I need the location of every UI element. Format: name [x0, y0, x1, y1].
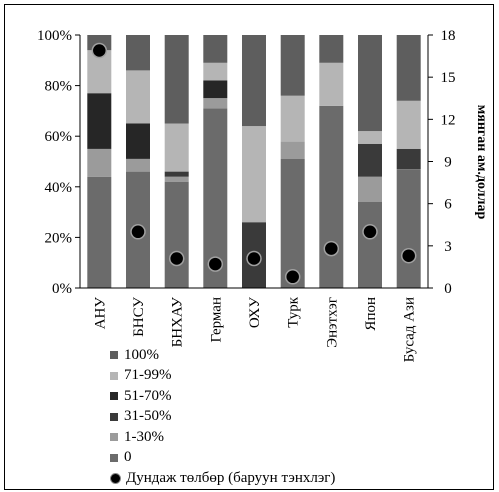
bar-segment-0-1 — [87, 148, 112, 177]
bar-segment-2-0 — [164, 181, 189, 288]
y-left-tick-label: 100% — [37, 28, 72, 44]
y-right-tick-label: 12 — [441, 112, 456, 128]
axes-layer: АНУ БНСУ БНХАУ Герман ОХУ Турк Энэтхэг Япон Буса… — [37, 28, 456, 362]
category-label-7: Япон — [363, 297, 379, 331]
legend-label: 1-30% — [124, 428, 164, 445]
bar-segment-3-4 — [203, 62, 228, 81]
bar-segment-7-2 — [358, 143, 382, 177]
legend-label: 31-50% — [124, 408, 172, 425]
average-dot-4 — [246, 250, 262, 267]
bar-segment-2-4 — [164, 123, 189, 172]
legend-item-average: Дундаж төлбөр (баруун тэнхлэг) — [110, 468, 335, 489]
legend-item: 51-70% — [110, 386, 335, 407]
y-right-tick-label: 6 — [444, 197, 452, 213]
bar-segment-1-3 — [126, 123, 150, 159]
category-label-2: БНХАУ — [170, 297, 186, 348]
category-label-4: ОХУ — [247, 297, 263, 328]
bar-segment-2-1 — [164, 176, 189, 182]
legend-item: 71-99% — [110, 366, 335, 387]
average-dot-6 — [323, 240, 340, 257]
bar-segment-4-5 — [242, 35, 266, 127]
category-label-6: Энэтхэг — [324, 297, 340, 348]
legend-item: 1-30% — [110, 427, 335, 448]
bar-segment-3-3 — [203, 80, 228, 99]
bar-segment-8-4 — [396, 100, 421, 149]
legend-swatch — [110, 351, 118, 360]
average-dot-1 — [130, 224, 146, 240]
legend-label: Дундаж төлбөр (баруун тэнхлэг) — [126, 469, 336, 486]
y-left-tick-label: 60% — [45, 129, 73, 145]
y-right-tick-label: 3 — [444, 239, 452, 255]
y-right-tick-label: 18 — [441, 28, 456, 44]
bar-segment-4-4 — [242, 126, 266, 223]
bar-segment-5-1 — [280, 141, 305, 159]
bar-segment-0-0 — [87, 176, 112, 288]
y-left-tick-label: 80% — [45, 79, 73, 95]
y-right-tick-label: 15 — [441, 70, 456, 86]
category-label-3: Герман — [208, 297, 224, 343]
bar-segment-8-5 — [396, 35, 421, 101]
bar-segment-6-5 — [319, 35, 344, 63]
y-left-tick-label: 0% — [52, 281, 72, 297]
category-label-0: АНУ — [92, 297, 108, 330]
legend-swatch — [110, 371, 118, 380]
category-label-1: БНСУ — [131, 297, 147, 337]
bar-segment-2-2 — [164, 171, 189, 177]
bar-segment-5-4 — [280, 95, 305, 142]
category-label-8: Бусад Ази — [402, 297, 418, 362]
legend-label: 51-70% — [124, 387, 172, 404]
bar-segment-8-0 — [396, 169, 421, 288]
legend-label: 71-99% — [124, 367, 172, 384]
bar-segment-1-1 — [126, 159, 150, 172]
bar-segment-1-4 — [126, 70, 150, 124]
legend-item: 31-50% — [110, 407, 335, 428]
bar-segment-0-3 — [87, 93, 112, 149]
category-label-5: Турк — [286, 296, 302, 327]
legend-item: 0 — [110, 448, 335, 469]
bars-layer — [87, 35, 421, 289]
bar-segment-5-5 — [280, 35, 305, 96]
y-left-tick-label: 20% — [45, 230, 73, 246]
legend-label: 0 — [124, 449, 132, 466]
bar-segment-7-4 — [358, 131, 382, 144]
legend-dot-swatch — [110, 472, 121, 484]
legend-swatch — [110, 453, 118, 462]
legend-swatch — [110, 433, 118, 442]
average-dots-layer — [91, 42, 417, 285]
bar-segment-5-0 — [280, 159, 305, 288]
legend-swatch — [110, 412, 118, 421]
average-dot-5 — [284, 269, 301, 285]
y-right-tick-label: 9 — [444, 155, 452, 171]
bar-segment-6-0 — [319, 105, 344, 288]
y-axis-right-label: мянган ам.доллар — [474, 105, 489, 220]
legend-item: 100% — [110, 345, 335, 366]
average-dot-0 — [91, 42, 108, 59]
legend-swatch — [110, 392, 118, 401]
bar-segment-6-4 — [319, 62, 344, 106]
bar-segment-7-1 — [358, 176, 382, 202]
bar-segment-3-1 — [203, 98, 228, 109]
legend-label: 100% — [124, 346, 159, 363]
bar-segment-2-5 — [164, 35, 189, 124]
bar-segment-3-5 — [203, 35, 228, 63]
bar-segment-7-0 — [358, 202, 382, 288]
average-dot-8 — [400, 247, 417, 264]
average-dot-7 — [362, 224, 378, 240]
legend: 100% 71-99% 51-70% 31-50% 1-30% 0 Дундаж төлбө… — [110, 345, 335, 489]
y-right-tick-label: 0 — [444, 281, 452, 297]
bar-segment-1-5 — [126, 35, 150, 71]
average-dot-2 — [168, 250, 185, 267]
y-left-tick-label: 40% — [45, 180, 73, 196]
bar-segment-8-2 — [396, 148, 421, 169]
bar-segment-7-5 — [358, 35, 382, 132]
average-dot-3 — [207, 256, 224, 272]
